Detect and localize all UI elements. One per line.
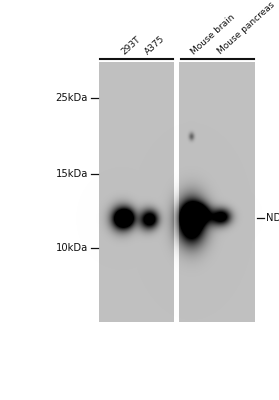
Text: Mouse brain: Mouse brain [190, 12, 237, 56]
Bar [180, 62, 255, 322]
Text: 15kDa: 15kDa [56, 169, 88, 179]
Text: Mouse pancreas: Mouse pancreas [216, 0, 277, 56]
Text: 293T: 293T [120, 34, 143, 56]
Text: A375: A375 [144, 34, 167, 56]
Text: NDUFB1: NDUFB1 [266, 213, 279, 223]
Text: 25kDa: 25kDa [56, 93, 88, 103]
Bar [99, 62, 174, 322]
Text: 10kDa: 10kDa [56, 243, 88, 253]
